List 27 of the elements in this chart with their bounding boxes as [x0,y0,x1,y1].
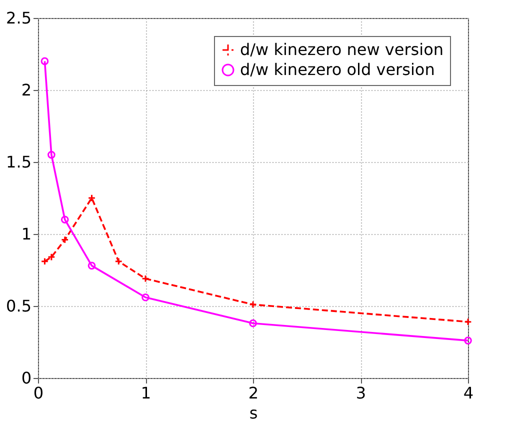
x-tick-label: 3 [356,384,366,402]
point [48,150,56,159]
legend-label: d/w kinezero old version [240,60,435,79]
point [40,257,49,266]
point [114,257,123,266]
y-tick-label: 2.5 [6,8,32,28]
x-axis-title: s [249,404,258,422]
y-tick-label: 0 [21,368,32,388]
x-tick-label: 1 [140,384,152,402]
y-tick-label: 1 [21,224,32,244]
point [464,318,472,326]
point [88,194,96,202]
x-tick-label: 4 [463,384,474,402]
legend-label: d/w kinezero new version [240,40,444,59]
y-tick-label: 0.5 [6,296,32,316]
x-tick-label: 0 [33,384,44,402]
point [142,293,150,302]
point [60,216,69,224]
point [88,262,96,270]
point [60,236,69,244]
point [142,274,150,283]
y-tick-label: 2 [21,80,32,100]
point [249,300,257,308]
point [249,319,257,328]
point [48,253,56,261]
x-tick-label: 2 [248,384,259,402]
y-tick-label: 1.5 [6,152,32,172]
